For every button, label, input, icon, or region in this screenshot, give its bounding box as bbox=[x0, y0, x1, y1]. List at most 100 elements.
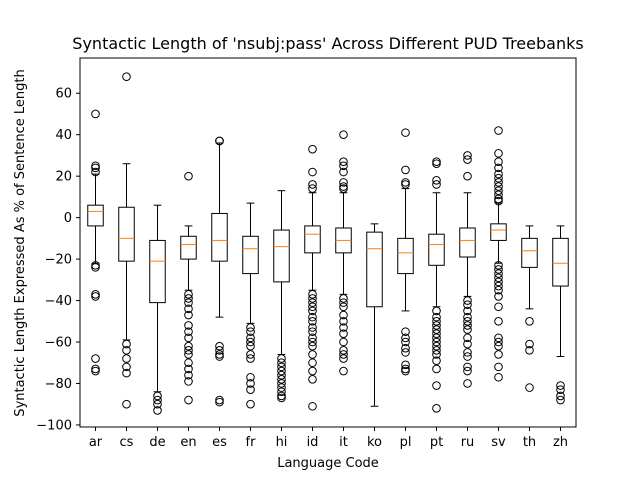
box-sv: sv bbox=[490, 126, 507, 450]
outlier-point bbox=[463, 366, 472, 376]
outlier-point bbox=[463, 348, 472, 357]
outlier-point bbox=[432, 356, 441, 365]
outlier-point bbox=[308, 312, 317, 322]
outlier-point bbox=[556, 385, 565, 394]
outlier-point bbox=[184, 377, 193, 386]
outlier-point bbox=[184, 171, 193, 181]
outlier-point bbox=[556, 395, 565, 405]
iqr-box bbox=[242, 235, 259, 275]
outlier-point bbox=[463, 333, 472, 343]
outlier-point bbox=[494, 269, 503, 278]
outlier-point bbox=[463, 171, 472, 181]
x-tick-label: pl bbox=[400, 435, 412, 450]
y-tick-label: 20 bbox=[55, 170, 72, 185]
outlier-point bbox=[308, 327, 317, 336]
outlier-point bbox=[494, 126, 503, 135]
box-pl: pl bbox=[397, 128, 414, 450]
x-tick-label: pt bbox=[430, 435, 443, 450]
outlier-point bbox=[184, 350, 193, 359]
outlier-point bbox=[246, 399, 255, 409]
outlier-point bbox=[432, 337, 441, 347]
y-tick-label: −80 bbox=[45, 377, 72, 392]
outlier-point bbox=[339, 298, 348, 307]
outlier-point bbox=[432, 325, 441, 334]
outlier-point bbox=[122, 345, 131, 355]
outlier-point bbox=[308, 167, 317, 177]
outlier-point bbox=[246, 372, 255, 382]
outlier-point bbox=[277, 391, 286, 401]
outlier-point bbox=[494, 341, 503, 351]
x-tick-label: sv bbox=[491, 435, 506, 450]
outlier-point bbox=[308, 184, 317, 193]
outlier-point bbox=[215, 345, 224, 355]
outlier-point bbox=[494, 350, 503, 359]
outlier-point bbox=[277, 379, 286, 388]
outlier-point bbox=[401, 364, 410, 374]
outlier-point bbox=[494, 292, 503, 301]
outlier-point bbox=[525, 316, 534, 326]
y-tick-label: 0 bbox=[64, 211, 72, 226]
outlier-point bbox=[339, 157, 348, 166]
x-tick-label: ko bbox=[367, 435, 382, 450]
outlier-point bbox=[277, 358, 286, 368]
outlier-point bbox=[432, 350, 441, 359]
x-tick-label: cs bbox=[120, 435, 134, 450]
outlier-point bbox=[494, 173, 503, 183]
outlier-point bbox=[401, 348, 410, 357]
box-de: de bbox=[149, 204, 166, 450]
outlier-point bbox=[91, 163, 100, 173]
outlier-point bbox=[463, 325, 472, 334]
outlier-point bbox=[153, 391, 162, 401]
outlier-point bbox=[494, 265, 503, 274]
outlier-point bbox=[432, 404, 441, 413]
outlier-point bbox=[463, 155, 472, 164]
outlier-point bbox=[339, 345, 348, 355]
box-ru: ru bbox=[459, 151, 476, 450]
x-axis-label: Language Code bbox=[277, 456, 379, 471]
outlier-point bbox=[184, 310, 193, 320]
outlier-point bbox=[91, 290, 100, 299]
box-en: en bbox=[180, 171, 197, 450]
outlier-point bbox=[246, 379, 255, 388]
outlier-point bbox=[494, 194, 503, 204]
outlier-point bbox=[494, 186, 503, 195]
box-es: es bbox=[211, 136, 228, 450]
outlier-point bbox=[401, 128, 410, 137]
outlier-point bbox=[339, 354, 348, 363]
outlier-point bbox=[215, 395, 224, 405]
box-ar: ar bbox=[87, 109, 104, 450]
outlier-point bbox=[463, 379, 472, 388]
outlier-point bbox=[463, 312, 472, 322]
outlier-point bbox=[525, 345, 534, 355]
outlier-point bbox=[339, 294, 348, 303]
outlier-point bbox=[215, 136, 224, 146]
outlier-point bbox=[246, 323, 255, 332]
x-tick-label: th bbox=[523, 435, 536, 450]
outlier-point bbox=[215, 397, 224, 407]
iqr-box bbox=[459, 227, 476, 258]
outlier-point bbox=[91, 292, 100, 301]
outlier-point bbox=[308, 350, 317, 359]
outlier-point bbox=[277, 366, 286, 376]
outlier-point bbox=[153, 406, 162, 415]
iqr-box bbox=[118, 206, 135, 262]
iqr-box bbox=[273, 229, 290, 283]
outlier-point bbox=[184, 358, 193, 368]
outlier-point bbox=[401, 366, 410, 376]
iqr-box bbox=[552, 237, 569, 287]
outlier-point bbox=[277, 393, 286, 403]
outlier-point bbox=[494, 163, 503, 173]
outlier-point bbox=[246, 354, 255, 363]
outlier-point bbox=[432, 329, 441, 339]
outlier-point bbox=[494, 261, 503, 270]
box-th: th bbox=[521, 225, 538, 450]
outlier-point bbox=[308, 333, 317, 343]
outlier-point bbox=[184, 370, 193, 380]
outlier-point bbox=[308, 302, 317, 312]
iqr-box bbox=[490, 223, 507, 241]
outlier-point bbox=[308, 144, 317, 154]
outlier-point bbox=[308, 358, 317, 368]
outlier-point bbox=[91, 354, 100, 363]
outlier-point bbox=[246, 385, 255, 394]
